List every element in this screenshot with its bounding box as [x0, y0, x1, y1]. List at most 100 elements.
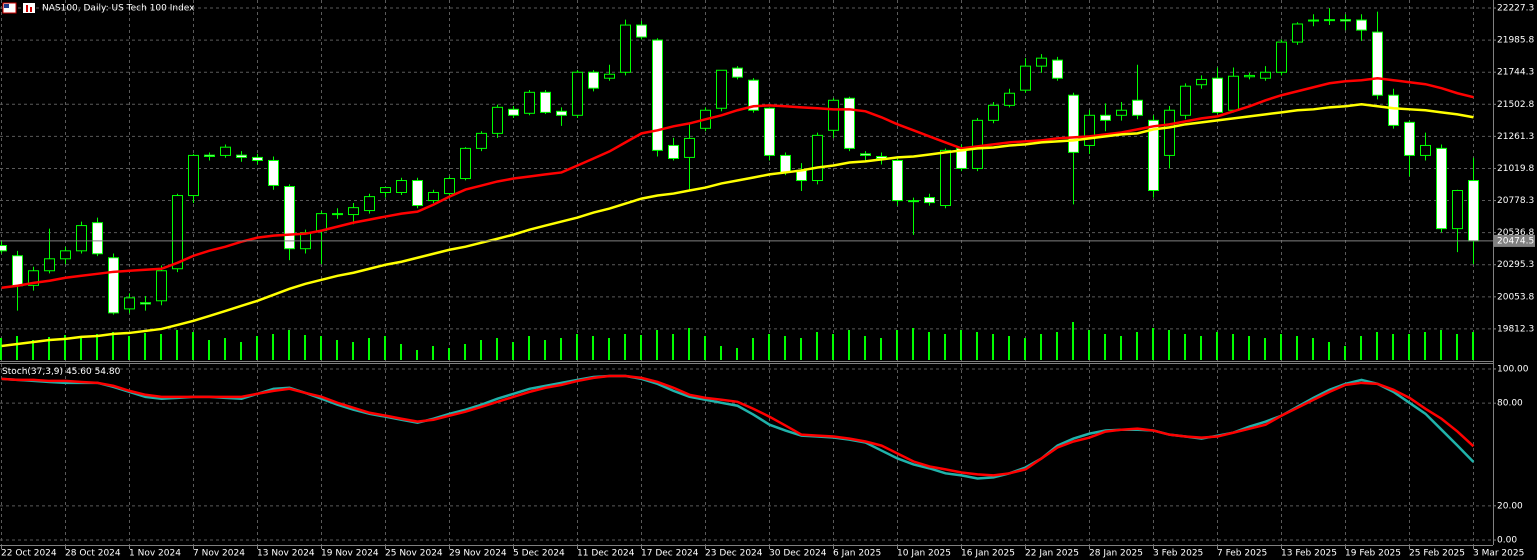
- candle-body: [1244, 74, 1255, 78]
- chart-icon-part: [30, 7, 32, 12]
- volume-bar: [672, 334, 674, 360]
- candle-body: [252, 156, 263, 161]
- x-tick-label: 3 Mar 2025: [1473, 549, 1524, 559]
- volume-bar: [176, 330, 178, 360]
- volume-bar: [688, 328, 690, 360]
- volume-bar: [480, 340, 482, 360]
- volume-bar: [32, 340, 34, 360]
- candle-body: [268, 159, 279, 186]
- volume-bar: [80, 338, 82, 360]
- candle-body: [540, 91, 551, 113]
- x-tick-label: 23 Dec 2024: [705, 549, 763, 559]
- volume-bar: [112, 332, 114, 360]
- candle-body: [1180, 85, 1191, 116]
- volume-bar: [240, 342, 242, 360]
- volume-bar: [224, 338, 226, 360]
- indicator-signal-value: 54.80: [95, 367, 121, 377]
- candle-body: [1100, 114, 1111, 121]
- candle-body: [236, 154, 247, 158]
- volume-bar: [1408, 334, 1410, 360]
- candle-body: [860, 153, 871, 156]
- volume-bar: [48, 337, 50, 360]
- current-price-label: 20474.5: [1497, 236, 1534, 246]
- candle-body: [172, 195, 183, 270]
- x-tick-label: 30 Dec 2024: [769, 549, 827, 559]
- volume-bar: [768, 334, 770, 360]
- volume-bar: [720, 346, 722, 360]
- candle-body: [348, 207, 359, 216]
- candle-body: [1308, 19, 1319, 22]
- candle-body: [652, 39, 663, 151]
- volume-bar: [1120, 336, 1122, 360]
- volume-bar: [1184, 334, 1186, 360]
- moving-average: [1, 103, 1474, 348]
- volume-bar: [1296, 336, 1298, 360]
- candle-body: [476, 132, 487, 149]
- candle-body: [844, 97, 855, 149]
- candle-body: [828, 99, 839, 131]
- candle-body: [940, 149, 951, 207]
- candle-body: [1436, 147, 1447, 230]
- candle-body: [140, 302, 151, 305]
- x-tick-label: 10 Jan 2025: [897, 549, 951, 559]
- volume-bar: [592, 336, 594, 360]
- candle-body: [44, 258, 55, 272]
- x-tick-label: 5 Dec 2024: [513, 549, 565, 559]
- candle-body: [1276, 41, 1287, 73]
- candle-body: [1068, 94, 1079, 153]
- chart-title: NAS100, Daily: US Tech 100 Index: [42, 4, 195, 14]
- candle-body: [316, 213, 327, 232]
- y-tick-label: 19812.3: [1497, 324, 1534, 334]
- volume-bar: [1104, 334, 1106, 360]
- indicator-header: Stoch(37,3,9) 45.60 54.80: [2, 367, 121, 377]
- candle-body: [1324, 19, 1335, 22]
- candle-body: [1452, 189, 1463, 230]
- y-tick-label: 20536.8: [1497, 228, 1534, 238]
- volume-bar: [144, 333, 146, 360]
- candle-body: [220, 146, 231, 156]
- volume-bar: [752, 338, 754, 360]
- candle-body: [620, 24, 631, 73]
- x-tick-label: 7 Nov 2024: [193, 549, 245, 559]
- candle-body: [28, 270, 39, 286]
- volume-bar: [192, 332, 194, 360]
- candle-body: [908, 200, 919, 203]
- chart-icon: [23, 3, 35, 13]
- volume-bar: [1360, 336, 1362, 360]
- volume-bar: [1440, 330, 1442, 360]
- candle-body: [284, 186, 295, 250]
- x-tick-label: 6 Jan 2025: [833, 549, 881, 559]
- current-price-box: [1494, 234, 1535, 247]
- y-tick-label: 21502.8: [1497, 100, 1534, 110]
- volume-bar: [336, 340, 338, 360]
- x-tick-label: 28 Jan 2025: [1089, 549, 1143, 559]
- x-tick-label: 22 Jan 2025: [1025, 549, 1079, 559]
- volume-bar: [864, 336, 866, 360]
- candle-body: [732, 67, 743, 78]
- volume-bar: [1328, 342, 1330, 360]
- volume-bar: [544, 340, 546, 360]
- candle-body: [1212, 77, 1223, 113]
- y-tick-label: 100.00: [1497, 364, 1529, 374]
- candle-body: [12, 255, 23, 287]
- candle-body: [380, 187, 391, 193]
- volume-bar: [992, 334, 994, 360]
- volume-bar: [800, 338, 802, 360]
- volume-bar: [1040, 334, 1042, 360]
- volume-bar: [944, 334, 946, 360]
- volume-bar: [64, 335, 66, 360]
- candle-body: [0, 245, 7, 252]
- volume-bar: [656, 330, 658, 360]
- candle-body: [108, 257, 119, 314]
- candle-body: [716, 69, 727, 109]
- volume-bar: [576, 334, 578, 360]
- x-tick-label: 28 Oct 2024: [65, 549, 121, 559]
- candle-body: [924, 197, 935, 204]
- volume-bar: [400, 344, 402, 360]
- x-tick-label: 29 Nov 2024: [449, 549, 507, 559]
- candle-body: [156, 270, 167, 302]
- volume-bar: [304, 335, 306, 360]
- volume-bar: [896, 330, 898, 360]
